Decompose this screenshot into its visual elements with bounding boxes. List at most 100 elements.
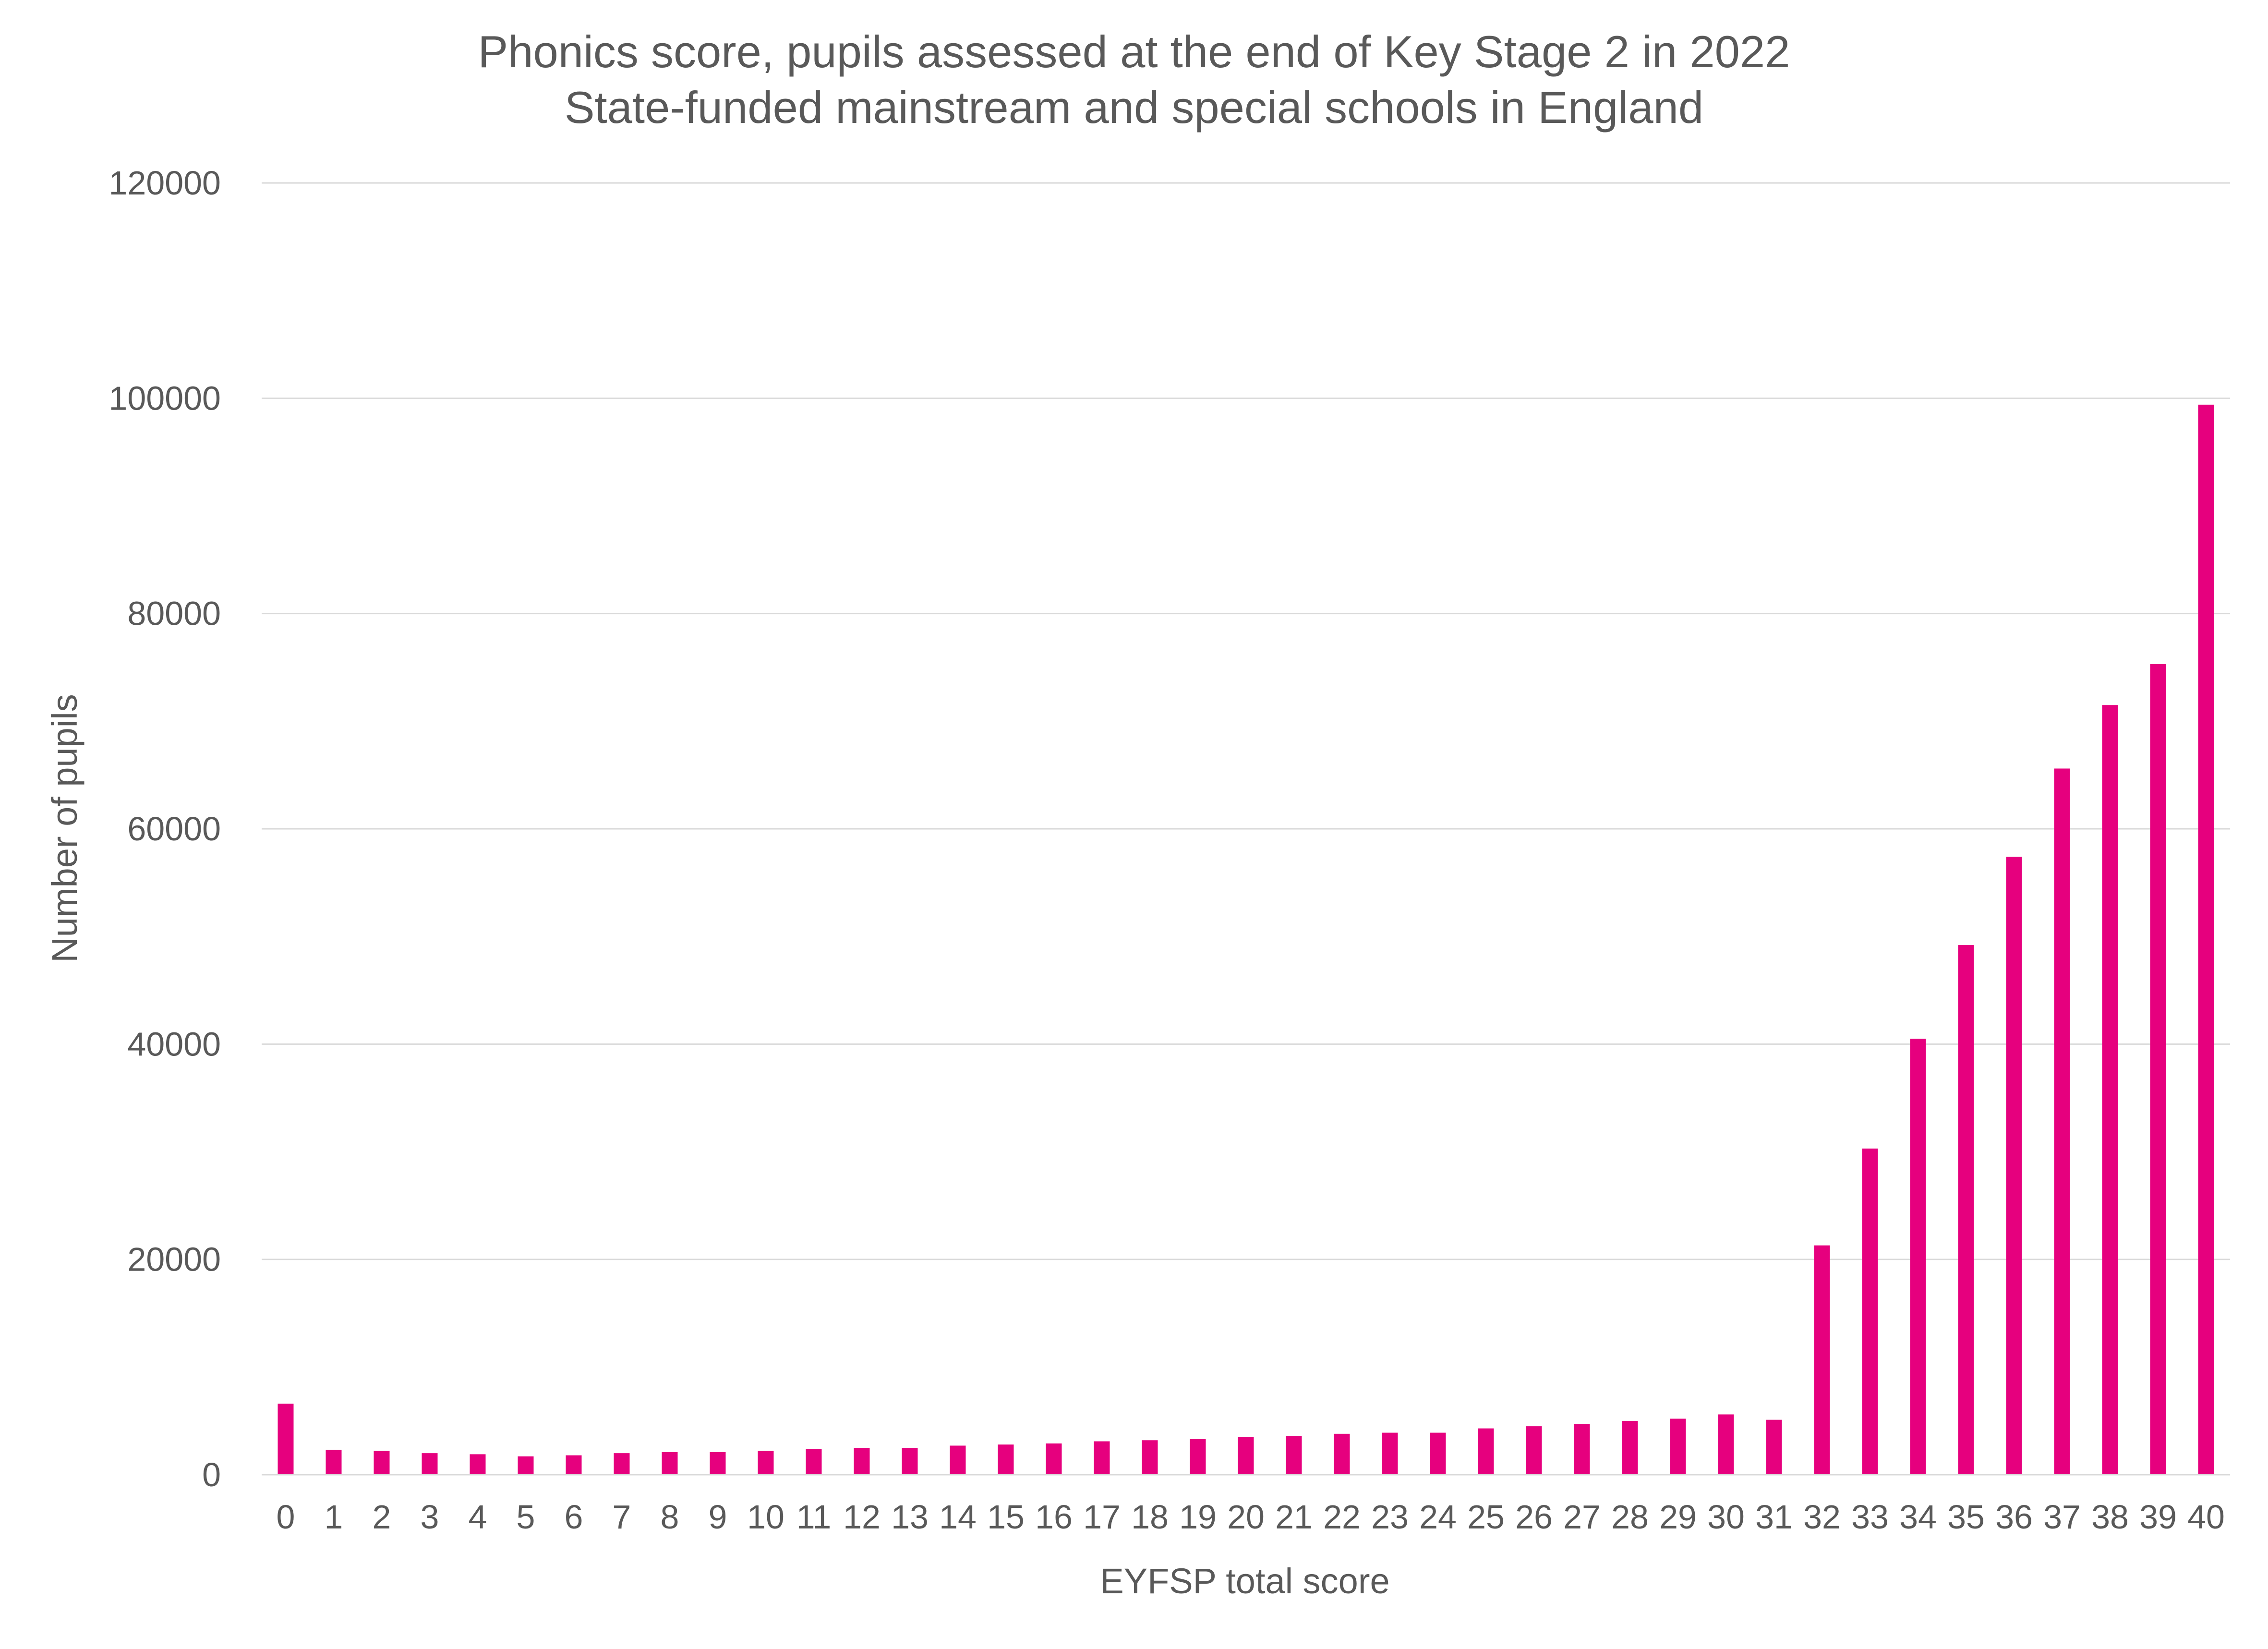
- x-tick-label: 17: [1083, 1498, 1121, 1536]
- chart-title: Phonics score, pupils assessed at the en…: [478, 26, 1790, 77]
- x-tick-label: 37: [2043, 1498, 2081, 1536]
- x-tick-label: 33: [1851, 1498, 1889, 1536]
- y-tick-label: 120000: [109, 164, 221, 202]
- bar-16: [1046, 1443, 1062, 1475]
- x-tick-label: 28: [1611, 1498, 1649, 1536]
- bar-34: [1910, 1039, 1926, 1475]
- x-tick-label: 24: [1419, 1498, 1457, 1536]
- x-tick-label: 1: [325, 1498, 343, 1536]
- bar-23: [1382, 1432, 1398, 1475]
- x-tick-label: 27: [1563, 1498, 1601, 1536]
- bar-36: [2006, 857, 2022, 1475]
- x-tick-label: 36: [1995, 1498, 2033, 1536]
- x-tick-label: 14: [939, 1498, 977, 1536]
- bar-33: [1862, 1148, 1878, 1475]
- x-tick-label: 9: [709, 1498, 727, 1536]
- bar-13: [902, 1447, 918, 1475]
- x-tick-label: 20: [1227, 1498, 1265, 1536]
- x-tick-label: 26: [1515, 1498, 1553, 1536]
- x-tick-label: 10: [747, 1498, 784, 1536]
- bar-19: [1190, 1439, 1206, 1475]
- x-tick-label: 32: [1803, 1498, 1841, 1536]
- y-tick-label: 100000: [109, 379, 221, 417]
- bar-22: [1334, 1433, 1350, 1475]
- y-tick-label: 40000: [127, 1025, 221, 1063]
- bar-4: [470, 1454, 486, 1475]
- x-axis-ticks: 0 1 2 3 4 5 6 7 8 9 10 11 12 13 14 15 16 17 18 19 20 21 22 23 24…: [277, 1498, 2225, 1536]
- bar-12: [854, 1447, 870, 1475]
- bar-27: [1574, 1424, 1590, 1475]
- x-tick-label: 31: [1755, 1498, 1793, 1536]
- gridlines: [262, 182, 2230, 1261]
- bar-11: [806, 1449, 822, 1475]
- x-tick-label: 34: [1899, 1498, 1937, 1536]
- x-tick-label: 5: [517, 1498, 535, 1536]
- x-tick-label: 7: [613, 1498, 631, 1536]
- bar-24: [1430, 1432, 1446, 1475]
- x-tick-label: 8: [661, 1498, 679, 1536]
- bar-14: [950, 1445, 966, 1475]
- bar-30: [1718, 1414, 1734, 1475]
- bar-15: [998, 1444, 1014, 1475]
- bar-18: [1142, 1440, 1158, 1475]
- x-tick-label: 35: [1947, 1498, 1985, 1536]
- y-axis-ticks: 0 20000 40000 60000 80000 100000 120000: [109, 164, 221, 1493]
- bar-25: [1478, 1428, 1494, 1475]
- bar-26: [1526, 1426, 1542, 1475]
- y-axis-title: Number of pupils: [45, 694, 84, 962]
- bar-35: [1958, 945, 1974, 1475]
- bars: [277, 404, 2214, 1475]
- bar-37: [2054, 768, 2070, 1475]
- x-tick-label: 30: [1707, 1498, 1745, 1536]
- y-tick-label: 20000: [127, 1241, 221, 1278]
- bar-39: [2150, 664, 2166, 1475]
- x-tick-label: 0: [277, 1498, 295, 1536]
- bar-0: [277, 1404, 294, 1475]
- bar-29: [1670, 1419, 1686, 1475]
- x-tick-label: 4: [469, 1498, 487, 1536]
- bar-10: [758, 1451, 774, 1475]
- x-axis-title: EYFSP total score: [1100, 1561, 1389, 1601]
- bar-2: [374, 1451, 390, 1475]
- x-tick-label: 21: [1275, 1498, 1313, 1536]
- x-tick-label: 2: [373, 1498, 391, 1536]
- y-tick-label: 0: [202, 1456, 221, 1493]
- x-tick-label: 15: [987, 1498, 1025, 1536]
- y-tick-label: 80000: [127, 595, 221, 632]
- bar-17: [1094, 1441, 1110, 1475]
- bar-21: [1286, 1436, 1302, 1475]
- bar-8: [662, 1452, 678, 1475]
- chart-subtitle: State-funded mainstream and special scho…: [565, 82, 1703, 133]
- x-tick-label: 3: [421, 1498, 439, 1536]
- x-tick-label: 29: [1659, 1498, 1697, 1536]
- bar-32: [1814, 1245, 1830, 1475]
- bar-38: [2102, 705, 2118, 1475]
- bar-40: [2198, 404, 2214, 1475]
- bar-3: [422, 1453, 438, 1475]
- bar-28: [1622, 1420, 1638, 1475]
- x-tick-label: 25: [1467, 1498, 1505, 1536]
- x-tick-label: 38: [2091, 1498, 2129, 1536]
- x-tick-label: 40: [2187, 1498, 2225, 1536]
- x-tick-label: 16: [1035, 1498, 1073, 1536]
- x-tick-label: 13: [891, 1498, 929, 1536]
- x-tick-label: 12: [843, 1498, 881, 1536]
- bar-5: [518, 1456, 534, 1475]
- bar-7: [614, 1453, 630, 1475]
- x-tick-label: 18: [1131, 1498, 1169, 1536]
- x-tick-label: 6: [565, 1498, 583, 1536]
- bar-6: [566, 1455, 582, 1475]
- x-tick-label: 22: [1323, 1498, 1361, 1536]
- bar-9: [710, 1452, 726, 1475]
- x-tick-label: 39: [2139, 1498, 2177, 1536]
- bar-1: [326, 1450, 342, 1475]
- y-tick-label: 60000: [127, 810, 221, 848]
- bar-31: [1766, 1419, 1782, 1475]
- bar-20: [1238, 1437, 1254, 1475]
- x-tick-label: 23: [1371, 1498, 1409, 1536]
- x-tick-label: 11: [796, 1498, 832, 1536]
- x-tick-label: 19: [1179, 1498, 1217, 1536]
